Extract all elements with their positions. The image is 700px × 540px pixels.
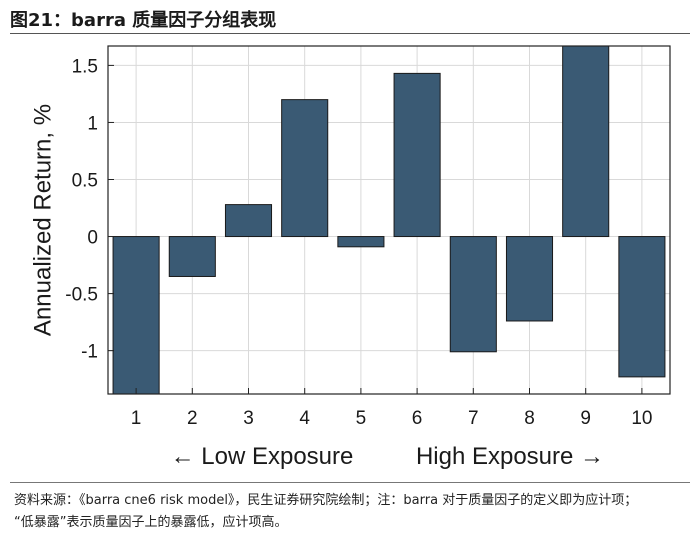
x-tick-label: 2 — [187, 408, 198, 429]
bar-7 — [449, 236, 497, 353]
source-line-1: 资料来源：《barra cne6 risk model》，民生证券研究院绘制；注… — [14, 493, 638, 508]
source-line-2: “低暴露”表示质量因子上的暴露低，应计项高。 — [14, 515, 288, 530]
title-divider — [10, 33, 690, 34]
x-tick-label: 3 — [243, 408, 254, 429]
bar-5 — [337, 236, 385, 248]
x-axis-label-low: ← Low Exposure — [171, 443, 354, 470]
ticks-layer: -1 -0.5 0 0.5 1 1.5 1 2 3 4 5 6 7 8 9 10 — [65, 56, 652, 429]
y-tick-label: 1.5 — [72, 56, 98, 77]
x-tick-label: 7 — [468, 408, 479, 429]
y-tick-label: 1 — [87, 113, 98, 134]
bars-layer — [112, 45, 666, 395]
figure-title: 图21：barra 质量因子分组表现 — [10, 10, 277, 31]
x-tick-label: 6 — [412, 408, 423, 429]
y-tick-label: 0 — [87, 228, 98, 249]
x-tick-label: 10 — [631, 408, 652, 429]
plot-frame — [107, 45, 671, 395]
x-tick-label: 4 — [299, 408, 310, 429]
y-tick-label: -0.5 — [65, 285, 98, 306]
y-tick-label: -1 — [81, 342, 98, 363]
bar-1 — [112, 236, 160, 395]
bar-9 — [562, 45, 610, 238]
bar-10 — [618, 236, 666, 378]
x-tick-label: 5 — [356, 408, 367, 429]
source-divider — [10, 482, 690, 483]
bar-3 — [224, 204, 273, 238]
y-tick-label: 0.5 — [72, 170, 98, 191]
bar-6 — [393, 72, 441, 238]
x-tick-label: 9 — [580, 408, 591, 429]
bar-4 — [281, 99, 329, 238]
source-note: 资料来源：《barra cne6 risk model》，民生证券研究院绘制；注… — [14, 490, 694, 534]
x-axis-label-high: High Exposure → — [416, 443, 604, 470]
bar-2 — [168, 236, 216, 277]
y-axis-label: Annualized Return, % — [29, 104, 56, 336]
bar-chart: -1 -0.5 0 0.5 1 1.5 1 2 3 4 5 6 7 8 9 10 Annualized Ret… — [29, 45, 671, 470]
x-tick-label: 1 — [131, 408, 142, 429]
bar-8 — [505, 236, 554, 322]
x-tick-label: 8 — [524, 408, 535, 429]
